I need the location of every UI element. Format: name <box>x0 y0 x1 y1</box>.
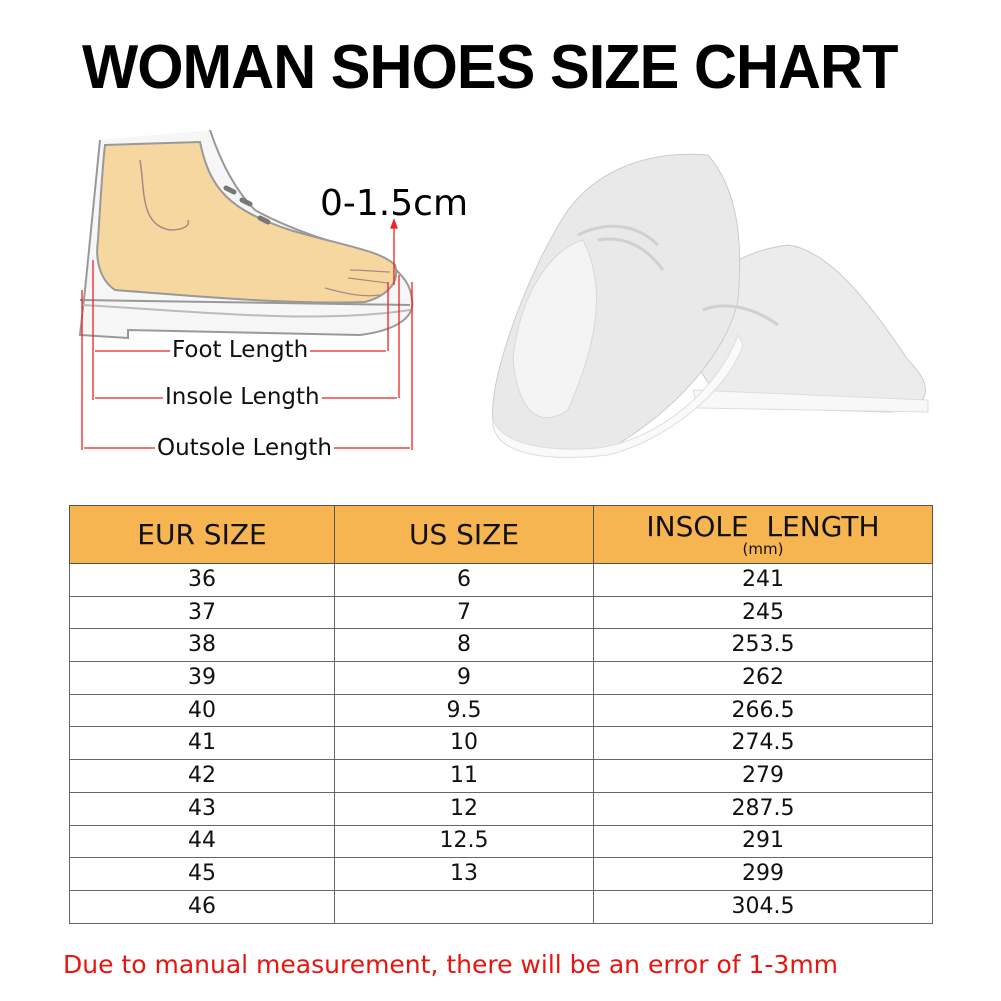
cell-us: 12 <box>334 791 594 826</box>
insole-length-label: Insole Length <box>163 384 322 410</box>
cell-us: 8 <box>334 628 594 663</box>
cell-insole: 279 <box>593 759 933 793</box>
header-insole-length: INSOLE LENGTH (mm) <box>593 505 933 564</box>
cell-us: 12.5 <box>334 824 594 859</box>
cell-eur: 37 <box>69 595 335 630</box>
header-eur-size: EUR SIZE <box>69 505 335 564</box>
cell-insole: 274.5 <box>593 726 933 761</box>
table-row: 46 304.5 <box>69 889 933 924</box>
cell-us: 10 <box>334 726 594 761</box>
header-insole-unit: (mm) <box>742 540 784 558</box>
cell-insole: 287.5 <box>593 791 933 826</box>
toe-gap-label: 0-1.5cm <box>320 183 469 224</box>
cell-eur: 46 <box>69 889 335 924</box>
cell-eur: 36 <box>69 563 335 597</box>
table-row: 42 11 279 <box>69 759 933 793</box>
foot-length-label: Foot Length <box>170 337 311 363</box>
foot-diagram <box>78 130 414 450</box>
table-row: 40 9.5 266.5 <box>69 693 933 728</box>
cell-us: 13 <box>334 857 594 891</box>
cell-eur: 39 <box>69 661 335 695</box>
cell-eur: 41 <box>69 726 335 761</box>
cell-insole: 304.5 <box>593 889 933 924</box>
table-row: 45 13 299 <box>69 857 933 891</box>
cell-eur: 45 <box>69 857 335 891</box>
cell-eur: 40 <box>69 693 335 728</box>
cell-insole: 245 <box>593 595 933 630</box>
table-row: 41 10 274.5 <box>69 726 933 761</box>
cell-us: 6 <box>334 563 594 597</box>
cell-us: 11 <box>334 759 594 793</box>
cell-us: 9.5 <box>334 693 594 728</box>
cell-insole: 299 <box>593 857 933 891</box>
cell-eur: 44 <box>69 824 335 859</box>
measurement-note: Due to manual measurement, there will be… <box>63 950 839 979</box>
cell-insole: 241 <box>593 563 933 597</box>
table-row: 44 12.5 291 <box>69 824 933 859</box>
header-us-size: US SIZE <box>334 505 594 564</box>
table-row: 43 12 287.5 <box>69 791 933 826</box>
cell-insole: 262 <box>593 661 933 695</box>
foot-shape <box>96 140 398 304</box>
size-table: EUR SIZE US SIZE INSOLE LENGTH (mm) 36 6 24… <box>69 505 933 924</box>
cell-us: 9 <box>334 661 594 695</box>
cell-insole: 266.5 <box>593 693 933 728</box>
page-title: WOMAN SHOES SIZE CHART <box>82 33 898 102</box>
table-row: 36 6 241 <box>69 563 933 597</box>
outsole-length-label: Outsole Length <box>155 435 334 461</box>
shoe-image <box>492 153 929 458</box>
cell-eur: 38 <box>69 628 335 663</box>
cell-eur: 43 <box>69 791 335 826</box>
table-row: 38 8 253.5 <box>69 628 933 663</box>
cell-us: 7 <box>334 595 594 630</box>
table-row: 39 9 262 <box>69 661 933 695</box>
cell-us <box>334 889 594 924</box>
cell-eur: 42 <box>69 759 335 793</box>
cell-insole: 253.5 <box>593 628 933 663</box>
cell-insole: 291 <box>593 824 933 859</box>
table-header-row: EUR SIZE US SIZE INSOLE LENGTH (mm) <box>69 505 933 564</box>
table-row: 37 7 245 <box>69 595 933 630</box>
